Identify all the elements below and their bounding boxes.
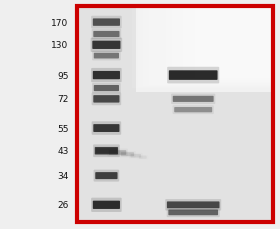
Text: 55: 55 bbox=[57, 124, 69, 133]
FancyBboxPatch shape bbox=[94, 86, 119, 92]
Bar bbox=[149, 7, 273, 86]
FancyBboxPatch shape bbox=[130, 154, 141, 158]
FancyBboxPatch shape bbox=[165, 199, 221, 211]
Bar bbox=[172, 7, 273, 82]
FancyBboxPatch shape bbox=[167, 68, 219, 84]
FancyBboxPatch shape bbox=[167, 202, 220, 208]
Bar bbox=[155, 7, 273, 85]
FancyBboxPatch shape bbox=[91, 38, 122, 53]
FancyBboxPatch shape bbox=[92, 122, 121, 135]
FancyBboxPatch shape bbox=[121, 153, 134, 156]
FancyBboxPatch shape bbox=[91, 198, 122, 212]
Bar bbox=[77, 7, 273, 222]
FancyBboxPatch shape bbox=[95, 172, 118, 179]
Bar bbox=[178, 7, 273, 82]
Bar bbox=[166, 7, 273, 83]
Text: 26: 26 bbox=[57, 200, 69, 209]
FancyBboxPatch shape bbox=[93, 125, 120, 132]
Text: 43: 43 bbox=[57, 147, 69, 155]
Bar bbox=[136, 7, 273, 93]
Bar bbox=[132, 7, 273, 89]
FancyBboxPatch shape bbox=[172, 106, 214, 114]
FancyBboxPatch shape bbox=[93, 96, 120, 103]
Bar bbox=[183, 7, 273, 81]
FancyBboxPatch shape bbox=[92, 84, 121, 94]
FancyBboxPatch shape bbox=[91, 69, 122, 83]
Text: 95: 95 bbox=[57, 71, 69, 80]
FancyBboxPatch shape bbox=[93, 72, 120, 80]
Bar bbox=[160, 7, 273, 84]
FancyBboxPatch shape bbox=[92, 93, 121, 106]
FancyBboxPatch shape bbox=[93, 19, 120, 27]
Text: 34: 34 bbox=[57, 171, 69, 180]
FancyBboxPatch shape bbox=[93, 201, 120, 209]
FancyBboxPatch shape bbox=[92, 52, 121, 61]
FancyBboxPatch shape bbox=[96, 148, 117, 154]
FancyBboxPatch shape bbox=[167, 208, 220, 217]
Bar bbox=[137, 7, 273, 88]
Text: 72: 72 bbox=[57, 95, 69, 104]
FancyBboxPatch shape bbox=[94, 147, 119, 155]
FancyBboxPatch shape bbox=[139, 156, 147, 159]
FancyBboxPatch shape bbox=[109, 150, 126, 155]
FancyBboxPatch shape bbox=[173, 96, 214, 103]
FancyBboxPatch shape bbox=[95, 147, 118, 155]
FancyBboxPatch shape bbox=[93, 32, 120, 38]
FancyBboxPatch shape bbox=[91, 17, 122, 29]
FancyBboxPatch shape bbox=[94, 170, 119, 182]
FancyBboxPatch shape bbox=[93, 145, 120, 157]
Bar bbox=[143, 7, 273, 87]
FancyBboxPatch shape bbox=[168, 210, 218, 215]
FancyBboxPatch shape bbox=[92, 41, 120, 50]
FancyBboxPatch shape bbox=[94, 54, 119, 59]
Bar bbox=[189, 7, 273, 80]
Text: 170: 170 bbox=[51, 19, 69, 27]
Bar bbox=[77, 7, 273, 222]
Text: 130: 130 bbox=[51, 41, 69, 50]
FancyBboxPatch shape bbox=[174, 108, 212, 113]
Bar bbox=[195, 7, 273, 79]
FancyBboxPatch shape bbox=[92, 30, 121, 40]
FancyBboxPatch shape bbox=[171, 94, 215, 105]
FancyBboxPatch shape bbox=[169, 71, 218, 81]
